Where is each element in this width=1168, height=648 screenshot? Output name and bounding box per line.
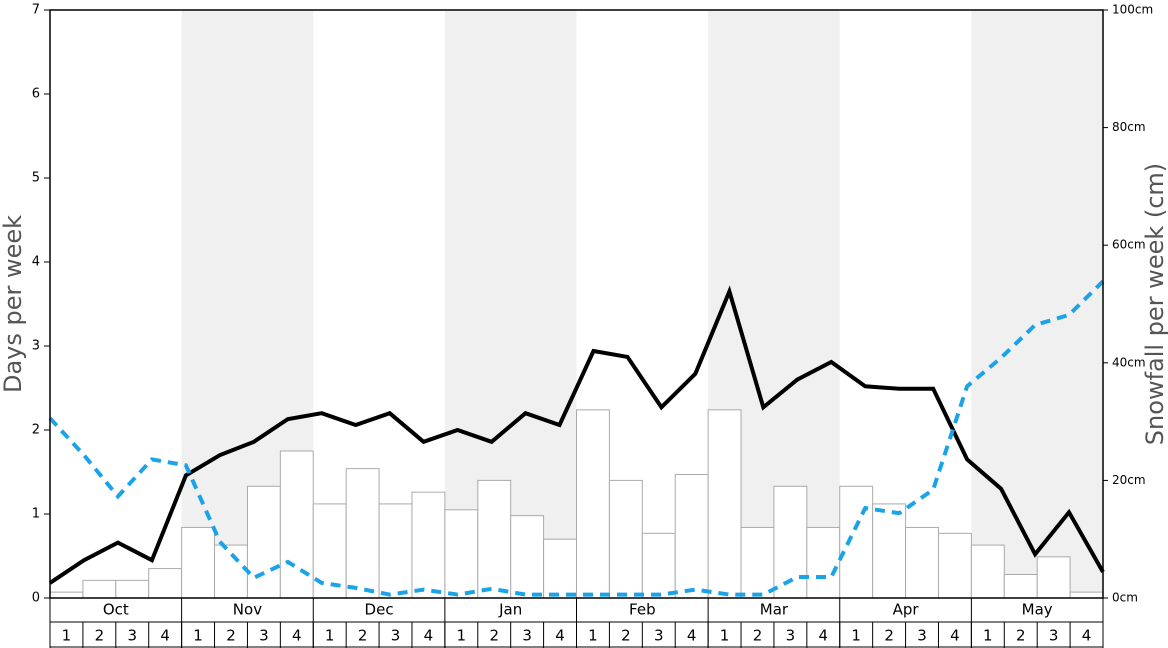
month-shade (971, 10, 1103, 598)
bar (444, 509, 479, 599)
x-tick-label: 1 (588, 627, 598, 645)
bar (411, 491, 446, 599)
x-tick-label: 1 (851, 627, 861, 645)
bar (674, 474, 709, 599)
x-tick-label: 3 (917, 627, 927, 645)
x-tick-label: 1 (720, 627, 730, 645)
bar (576, 409, 610, 599)
x-tick-label: 2 (489, 627, 499, 645)
x-tick-label: 4 (292, 627, 302, 645)
bar (148, 568, 183, 599)
y-tick-label: 6 (32, 87, 40, 102)
y-tick-label: 4 (32, 255, 40, 270)
y2-tick-label: 20cm (1112, 473, 1146, 487)
y-tick-label: 2 (32, 423, 40, 438)
bar (279, 450, 314, 599)
x-tick-label: 3 (522, 627, 532, 645)
x-tick-label: 2 (358, 627, 368, 645)
x-tick-label: 4 (424, 627, 434, 645)
y-tick-label: 0 (32, 591, 40, 606)
bar (707, 409, 742, 599)
bar (246, 485, 281, 599)
x-tick-label: 1 (983, 627, 993, 645)
x-tick-label: 1 (62, 627, 72, 645)
bar (905, 526, 939, 599)
bar (214, 544, 248, 599)
x-tick-label: 3 (259, 627, 269, 645)
x-tick-label: 1 (325, 627, 335, 645)
x-tick-label: 4 (950, 627, 960, 645)
y-tick-label: 5 (32, 171, 40, 186)
x-tick-label: 1 (457, 627, 467, 645)
x-tick-label: 4 (555, 627, 565, 645)
x-tick-label: 2 (95, 627, 105, 645)
x-tick-label: 3 (786, 627, 796, 645)
bar (970, 544, 1005, 599)
y2-tick-label: 80cm (1112, 120, 1146, 134)
y2-tick-label: 0cm (1112, 591, 1138, 605)
bar (543, 538, 577, 599)
x-tick-label: 4 (819, 627, 829, 645)
y2-axis-title: Snowfall per week (cm) (1141, 163, 1168, 445)
bar (839, 485, 874, 599)
month-label: May (1022, 601, 1053, 619)
x-tick-label: 3 (654, 627, 664, 645)
bar (1069, 591, 1104, 599)
bar (49, 591, 84, 599)
month-label: Mar (760, 601, 789, 619)
y-tick-label: 7 (32, 3, 40, 18)
bar (1036, 556, 1071, 599)
bar (312, 503, 347, 599)
bar (740, 526, 775, 599)
x-tick-label: 4 (160, 627, 170, 645)
y-tick-label: 3 (32, 339, 40, 354)
x-tick-label: 4 (1082, 627, 1092, 645)
bar (608, 479, 643, 599)
month-label: Dec (365, 601, 394, 619)
y2-tick-label: 60cm (1112, 238, 1146, 252)
bar (115, 579, 150, 599)
month-label: Nov (233, 601, 262, 619)
bar (477, 479, 512, 599)
x-tick-label: 2 (884, 627, 894, 645)
month-label: Feb (629, 601, 656, 619)
y-tick-label: 1 (32, 507, 40, 522)
y-axis-title: Days per week (0, 215, 27, 393)
bar (345, 468, 380, 599)
bar (806, 526, 841, 599)
bar (937, 532, 972, 599)
line (48, 285, 1105, 585)
bar (1003, 573, 1038, 599)
x-tick-label: 3 (391, 627, 401, 645)
x-tick-label: 3 (1049, 627, 1059, 645)
month-label: Apr (893, 601, 920, 619)
bar (378, 503, 413, 599)
x-tick-label: 2 (1016, 627, 1026, 645)
x-tick-label: 4 (687, 627, 697, 645)
bar (641, 532, 676, 599)
x-tick-label: 2 (621, 627, 631, 645)
x-tick-label: 1 (193, 627, 203, 645)
x-tick-label: 2 (753, 627, 763, 645)
bar (181, 526, 216, 599)
bar (82, 579, 117, 599)
x-tick-label: 2 (226, 627, 236, 645)
y2-tick-label: 100cm (1112, 3, 1153, 17)
x-tick-label: 3 (127, 627, 137, 645)
y2-tick-label: 40cm (1112, 355, 1146, 369)
bar (872, 503, 907, 599)
dashed-line (48, 279, 1105, 597)
month-label: Oct (103, 601, 129, 619)
month-label: Jan (498, 601, 522, 619)
bar (510, 515, 545, 599)
